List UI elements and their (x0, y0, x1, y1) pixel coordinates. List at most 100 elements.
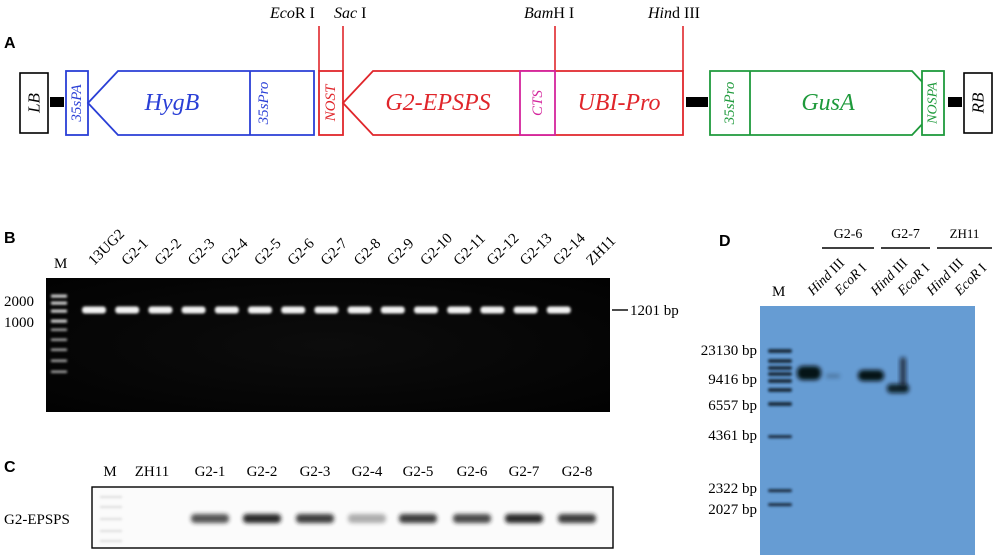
blot-d-group-label: G2-6 (834, 227, 863, 242)
gel-c-marker-band (100, 506, 122, 508)
gel-b-band (513, 306, 538, 314)
gel-b-band (546, 306, 571, 314)
gel-b-lane-label: G2-7 (318, 235, 351, 268)
gel-b-lane-label: G2-4 (218, 235, 251, 268)
gel-c-lane-label: G2-2 (247, 464, 278, 480)
panel-d-label: D (719, 233, 731, 250)
element-rb: RB (963, 72, 993, 134)
blot-d-marker-band (768, 379, 792, 383)
gel-b-lane-label: G2-12 (484, 230, 522, 268)
gel-c-marker-band (100, 496, 122, 498)
gel-b-ladder-band (51, 294, 67, 298)
gel-c-band (243, 514, 281, 523)
gel-c-lane-label: G2-7 (509, 464, 540, 480)
gel-b-ladder-1000: 1000 (4, 315, 34, 331)
gel-b-lane-label: G2-10 (418, 230, 456, 268)
element-35spa-left: 35sPA (69, 84, 85, 123)
blot-d-group-label: G2-7 (891, 227, 920, 242)
blot-d-marker-band (768, 359, 792, 363)
gel-b-lane-label: G2-9 (384, 236, 417, 269)
gel-c-band (399, 514, 437, 523)
gel-b-ladder-band (51, 301, 67, 305)
gel-b-band (380, 306, 405, 314)
gel-c-lane-label: G2-3 (300, 464, 331, 480)
gel-c-band (348, 514, 386, 523)
svg-text:LB: LB (25, 92, 44, 113)
gel-b-lane-label: G2-13 (517, 230, 555, 268)
gel-c-lane-labels: M ZH11 G2-1 G2-2 G2-3 G2-4 G2-5 G2-6 G2-7 G2-8 (103, 464, 592, 480)
gel-c-marker-band (100, 530, 122, 532)
gel-c-band (505, 514, 543, 523)
gel-b-ladder-band (51, 338, 67, 341)
gel-b-ladder-band (51, 359, 67, 362)
gel-b-band (414, 306, 438, 314)
element-35spro-left: 35sPro (256, 81, 272, 125)
gel-c-lane-label: G2-1 (195, 464, 226, 480)
gel-b-marker-label: M (54, 256, 67, 272)
gel-b-band-size: 1201 bp (630, 303, 679, 319)
gel-b-band (248, 306, 272, 314)
gel-c-lane-label: G2-8 (562, 464, 593, 480)
element-gusa: GusA (801, 90, 855, 116)
site-hindiii: Hind III (647, 5, 700, 22)
blot-d-size-label: 2322 bp (708, 481, 757, 497)
gel-b-lane-label: G2-11 (451, 231, 489, 269)
gel-c-row-label: G2-EPSPS (4, 512, 70, 528)
svg-text:RB: RB (969, 92, 988, 114)
gel-b-band (214, 306, 239, 314)
gel-b-band (480, 306, 505, 314)
blot-d-marker-band (768, 402, 792, 406)
gel-c-marker-band (100, 540, 122, 542)
gel-b-image (46, 278, 610, 412)
blot-d-band (887, 384, 909, 393)
gel-b-band (181, 306, 206, 314)
gel-b-lane-label: G2-6 (285, 235, 318, 268)
element-cts: CTS (530, 90, 546, 116)
element-ubipro: UBI-Pro (577, 90, 660, 116)
gel-b-band (347, 306, 372, 314)
element-hygb: HygB (144, 90, 200, 116)
blot-d-band (858, 370, 884, 381)
blot-d-group-headers: G2-6 G2-7 ZH11 (822, 226, 992, 249)
panel-a-label: A (4, 35, 16, 52)
site-ecori: EcoR I (269, 5, 315, 22)
gel-b-lane-label: G2-3 (185, 236, 218, 269)
site-bamhi: BamH I (524, 5, 574, 22)
restriction-sites (318, 26, 684, 71)
southern-blot-image (760, 306, 975, 555)
gel-b-band (115, 306, 140, 314)
panel-c-label: C (4, 459, 16, 476)
gel-b-ladder-band (51, 328, 67, 331)
element-35spro-right: 35sPro (722, 81, 738, 125)
gel-c-band (191, 514, 229, 523)
blot-d-size-labels: 23130 bp 9416 bp 6557 bp 4361 bp 2322 bp 2027… (701, 343, 757, 518)
gel-b-lane-label: G2-8 (351, 236, 384, 269)
blot-d-marker-band (768, 372, 792, 376)
blot-d-band (900, 357, 906, 387)
blot-d-marker-band (768, 435, 792, 439)
gel-c-lane-label: ZH11 (135, 464, 169, 480)
gel-c-lane-label: G2-5 (403, 464, 434, 480)
blot-d-marker-band (768, 489, 792, 493)
blot-d-size-label: 2027 bp (708, 502, 757, 518)
element-nospa: NOSPA (926, 82, 941, 125)
gel-b-band (314, 306, 339, 314)
blot-d-marker-label: M (772, 284, 785, 300)
gel-b-lane-label: ZH11 (584, 233, 620, 269)
gel-b-ladder-band (51, 348, 67, 351)
blot-d-marker-band (768, 366, 792, 370)
site-saci: Sac I (334, 5, 366, 22)
gel-c-band (453, 514, 491, 523)
element-lb: LB (19, 72, 49, 134)
blot-d-size-label: 23130 bp (701, 343, 757, 359)
gel-b-band (148, 306, 173, 314)
gel-b-lane-label: G2-5 (252, 236, 285, 269)
gel-b-ladder-band (51, 309, 67, 313)
gel-b-band (82, 306, 106, 314)
blot-d-size-label: 4361 bp (708, 428, 757, 444)
blot-d-marker-band (768, 503, 792, 507)
gel-b-lane-label: 13UG2 (86, 226, 129, 269)
gel-b-band (281, 306, 306, 314)
gel-b-ladder-2000: 2000 (4, 294, 34, 310)
